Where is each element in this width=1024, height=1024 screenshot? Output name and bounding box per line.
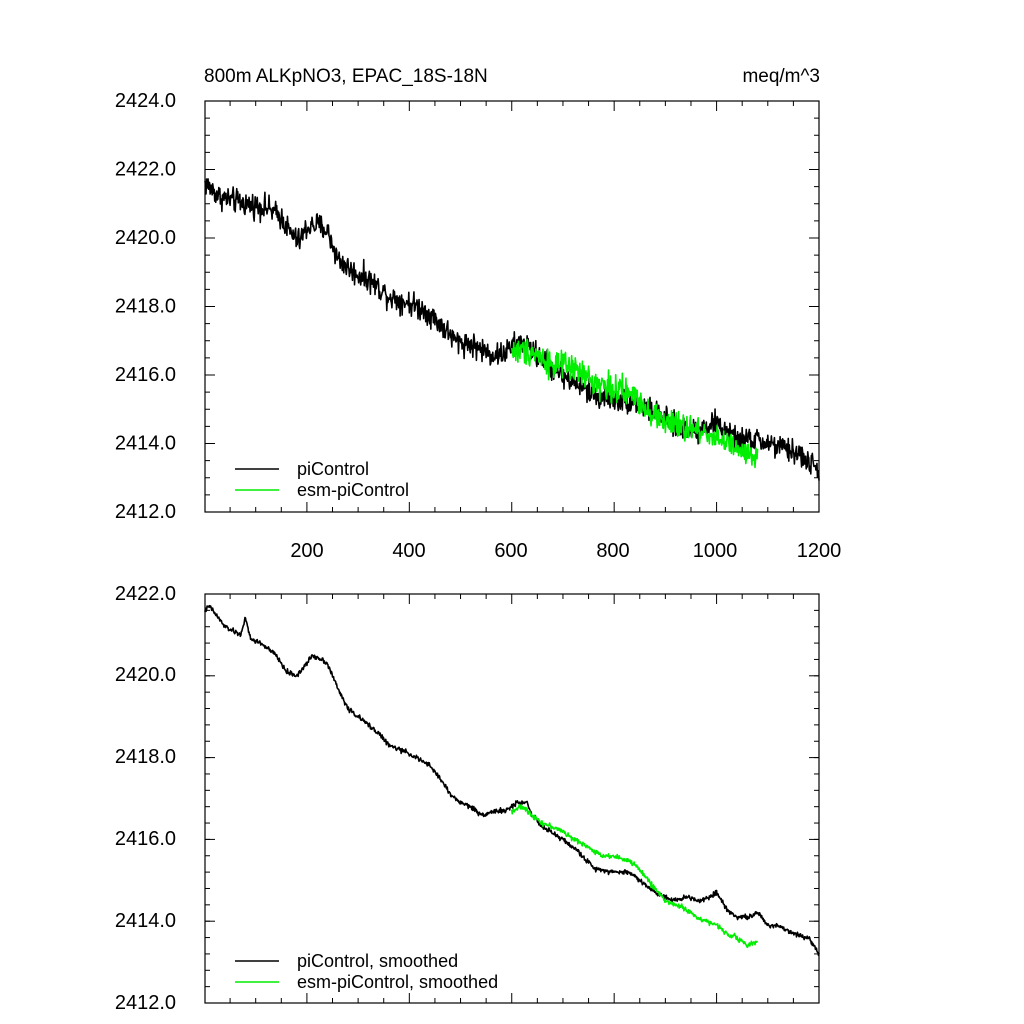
top-ytick-label: 2414.0 [115, 433, 176, 455]
series-line-esm-picontrol-smoothed [510, 803, 759, 949]
top-xtick-label: 200 [290, 540, 323, 562]
top-xtick-label: 400 [392, 540, 425, 562]
top-ytick-label: 2418.0 [115, 296, 176, 318]
legend-label-esm-picontrol-smoothed: esm-piControl, smoothed [297, 972, 498, 992]
top-ticks [205, 100, 820, 513]
top-panel: 800m ALKpNO3, EPAC_18S-18N meq/m^3 2412.… [115, 66, 841, 562]
bottom-plot-frame [204, 593, 820, 1004]
top-xtick-label: 1200 [797, 540, 842, 562]
bottom-ytick-label: 2418.0 [115, 746, 176, 768]
bottom-ytick-label: 2412.0 [115, 992, 176, 1014]
bottom-ticks [205, 593, 820, 1004]
series-line-picontrol [204, 178, 820, 481]
legend-label-picontrol: piControl [297, 459, 369, 479]
bottom-ytick-label: 2414.0 [115, 910, 176, 932]
top-plot-frame [204, 100, 820, 513]
top-title-right: meq/m^3 [742, 66, 820, 87]
legend-label-esm-picontrol: esm-piControl [297, 480, 409, 500]
top-xtick-label: 600 [494, 540, 527, 562]
legend-label-picontrol-smoothed: piControl, smoothed [297, 951, 458, 971]
series-line-esm-picontrol [510, 338, 759, 469]
top-ytick-label: 2416.0 [115, 364, 176, 386]
bottom-panel: 2412.0 2414.0 2416.0 2418.0 2420.0 2422.… [115, 583, 820, 1014]
top-xtick-label: 800 [596, 540, 629, 562]
top-ytick-label: 2424.0 [115, 90, 176, 112]
top-ytick-label: 2412.0 [115, 501, 176, 523]
series-line-picontrol-smoothed [204, 604, 820, 957]
bottom-ytick-label: 2422.0 [115, 583, 176, 605]
bottom-ytick-label: 2420.0 [115, 664, 176, 686]
top-xtick-label: 1000 [693, 540, 738, 562]
top-title-left: 800m ALKpNO3, EPAC_18S-18N [204, 66, 488, 87]
top-ytick-label: 2422.0 [115, 159, 176, 181]
bottom-ytick-label: 2416.0 [115, 828, 176, 850]
top-ytick-label: 2420.0 [115, 227, 176, 249]
